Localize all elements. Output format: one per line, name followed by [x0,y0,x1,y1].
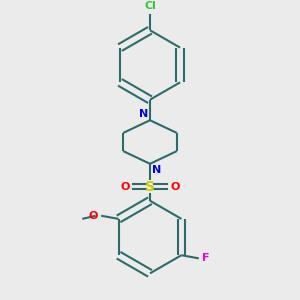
Text: O: O [89,211,98,221]
Text: Cl: Cl [144,1,156,11]
Text: S: S [145,179,155,194]
Text: F: F [202,254,209,263]
Text: N: N [139,109,148,119]
Text: N: N [152,165,161,176]
Text: O: O [120,182,130,191]
Text: O: O [170,182,180,191]
